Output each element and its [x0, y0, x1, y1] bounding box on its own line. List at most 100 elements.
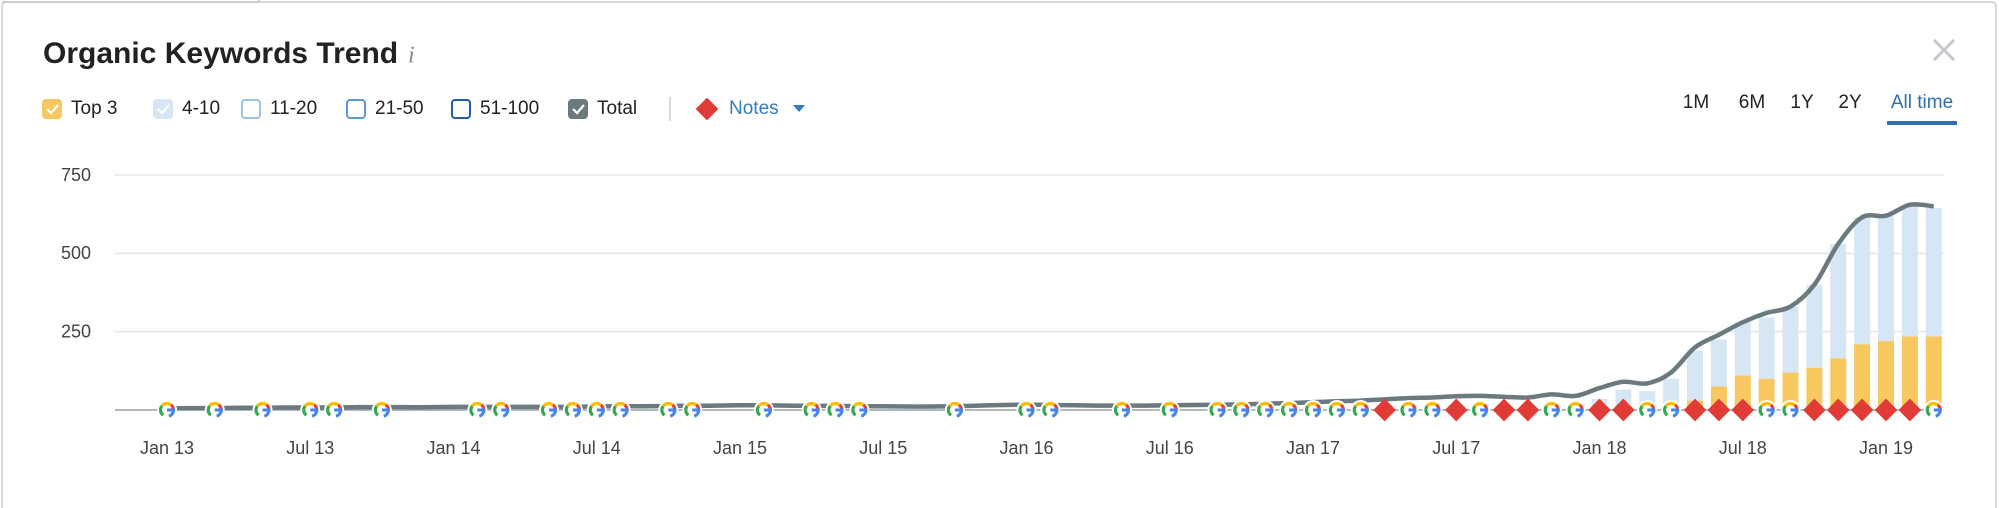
- google-update-marker[interactable]: [252, 400, 273, 420]
- google-update-marker[interactable]: [204, 400, 225, 420]
- g-arc: [540, 401, 558, 419]
- note-marker[interactable]: [1898, 398, 1922, 422]
- legend-checkbox[interactable]: [241, 99, 261, 119]
- g-arc: [1113, 401, 1131, 419]
- x-tick-label: Jan 15: [713, 438, 767, 458]
- note-marker[interactable]: [1803, 398, 1826, 422]
- google-update-marker[interactable]: [610, 400, 631, 420]
- google-update-marker[interactable]: [1159, 400, 1180, 420]
- g-arc: [1925, 401, 1942, 419]
- google-update-marker[interactable]: [371, 400, 392, 420]
- g-arc: [1233, 401, 1250, 419]
- google-update-marker[interactable]: [944, 400, 965, 420]
- info-icon[interactable]: i: [408, 43, 415, 69]
- google-update-marker[interactable]: [1350, 400, 1371, 420]
- g-arc: [1925, 401, 1942, 419]
- google-update-marker[interactable]: [562, 400, 583, 420]
- note-marker[interactable]: [1850, 398, 1874, 422]
- google-update-marker[interactable]: [658, 400, 679, 420]
- legend-checkbox[interactable]: [42, 99, 62, 119]
- google-update-marker[interactable]: [753, 400, 774, 420]
- google-update-marker[interactable]: [324, 400, 345, 420]
- google-update-marker[interactable]: [1326, 400, 1347, 420]
- bar-segment: [1878, 215, 1894, 342]
- g-arc: [206, 401, 223, 419]
- google-update-marker[interactable]: [1470, 400, 1491, 420]
- google-update-marker[interactable]: [1565, 400, 1586, 420]
- note-marker[interactable]: [1612, 398, 1635, 422]
- note-marker[interactable]: [1588, 398, 1611, 422]
- google-update-marker[interactable]: [491, 400, 512, 420]
- bar-segment: [1663, 378, 1680, 404]
- google-update-marker[interactable]: [1637, 400, 1658, 420]
- google-update-marker[interactable]: [586, 400, 607, 420]
- legend-label[interactable]: 21-50: [375, 98, 424, 119]
- range-button[interactable]: 6M: [1739, 92, 1765, 113]
- google-update-marker[interactable]: [1422, 400, 1443, 420]
- note-marker[interactable]: [1444, 398, 1468, 422]
- g-arc: [1018, 401, 1035, 419]
- google-update-marker[interactable]: [682, 400, 703, 420]
- g-arc: [755, 401, 772, 419]
- legend-label[interactable]: Total: [597, 98, 637, 119]
- g-arc: [493, 401, 510, 419]
- google-update-marker[interactable]: [1398, 400, 1419, 420]
- g-arc: [158, 401, 176, 419]
- g-arc: [1328, 401, 1345, 419]
- legend-checkbox[interactable]: [451, 99, 471, 119]
- google-update-marker[interactable]: [801, 400, 822, 420]
- g-arc: [1304, 401, 1322, 419]
- google-update-marker[interactable]: [1661, 400, 1682, 420]
- note-marker[interactable]: [1707, 398, 1731, 422]
- note-marker[interactable]: [1874, 398, 1898, 422]
- notes-label[interactable]: Notes: [729, 98, 779, 119]
- google-update-marker[interactable]: [849, 400, 870, 420]
- legend-label[interactable]: Top 3: [71, 98, 117, 119]
- google-update-marker[interactable]: [825, 400, 846, 420]
- google-update-marker[interactable]: [1780, 400, 1801, 420]
- range-button[interactable]: 1Y: [1790, 92, 1814, 113]
- google-update-marker[interactable]: [1207, 400, 1228, 420]
- x-tick-label: Jul 16: [1146, 438, 1194, 458]
- range-button[interactable]: All time: [1891, 92, 1953, 113]
- range-button[interactable]: 2Y: [1838, 92, 1862, 113]
- legend-label[interactable]: 51-100: [480, 98, 539, 119]
- notes-dropdown[interactable]: Notes: [695, 97, 805, 121]
- google-update-marker[interactable]: [467, 400, 488, 420]
- google-update-marker[interactable]: [1541, 400, 1562, 420]
- g-arc: [1400, 401, 1417, 419]
- x-tick-label: Jan 18: [1572, 438, 1626, 458]
- bar-segment: [1854, 217, 1871, 345]
- legend-checkbox[interactable]: [346, 99, 366, 119]
- bar-segment: [1687, 350, 1703, 401]
- google-update-marker[interactable]: [1112, 400, 1132, 420]
- bar-segment: [1782, 306, 1799, 373]
- g-arc: [373, 401, 390, 419]
- note-marker[interactable]: [1492, 398, 1516, 422]
- google-update-marker[interactable]: [1040, 400, 1061, 420]
- close-button[interactable]: [1932, 38, 1956, 62]
- legend-label[interactable]: 11-20: [270, 98, 317, 119]
- g-arc: [660, 401, 677, 419]
- google-update-marker[interactable]: [300, 400, 321, 420]
- x-tick-label: Jul 14: [573, 438, 621, 458]
- legend-checkbox[interactable]: [153, 99, 173, 119]
- google-update-marker[interactable]: [1923, 400, 1944, 420]
- g-arc: [469, 401, 486, 419]
- google-update-marker[interactable]: [157, 400, 177, 420]
- note-marker[interactable]: [1826, 398, 1850, 422]
- legend-checkbox[interactable]: [568, 99, 588, 119]
- note-marker[interactable]: [1731, 398, 1755, 422]
- google-update-marker[interactable]: [1756, 400, 1777, 420]
- google-update-marker[interactable]: [1231, 400, 1252, 420]
- google-update-marker[interactable]: [1016, 400, 1037, 420]
- note-marker[interactable]: [1373, 398, 1396, 422]
- note-marker[interactable]: [1683, 398, 1707, 422]
- legend-label[interactable]: 4-10: [182, 98, 220, 119]
- google-update-marker[interactable]: [1255, 400, 1276, 420]
- google-update-marker[interactable]: [1303, 400, 1323, 420]
- range-button[interactable]: 1M: [1683, 92, 1709, 113]
- google-update-marker[interactable]: [539, 400, 559, 420]
- google-update-marker[interactable]: [1279, 400, 1300, 420]
- note-marker[interactable]: [1516, 398, 1540, 422]
